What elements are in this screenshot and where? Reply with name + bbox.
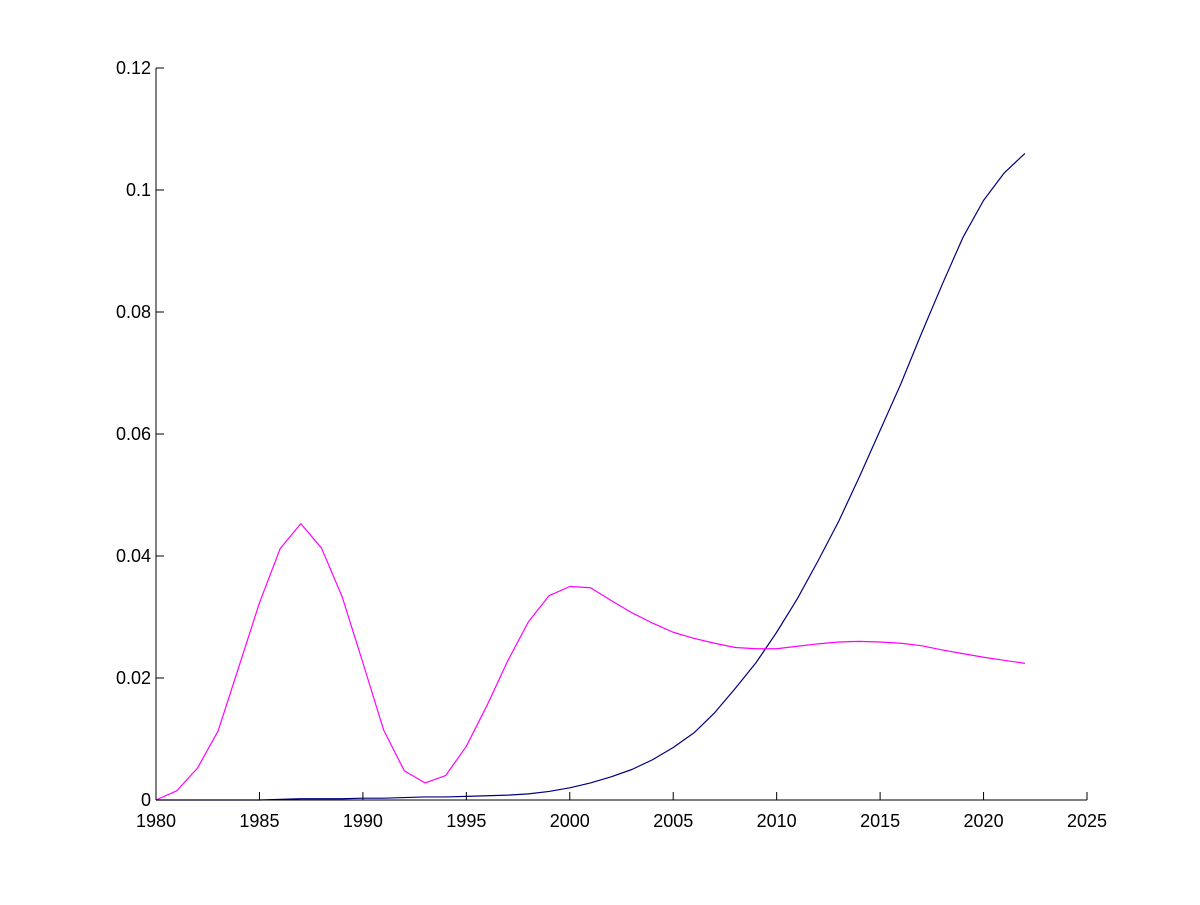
x-tick-label: 2010 [757,811,797,831]
y-tick-label: 0.1 [126,180,151,200]
series-line-2 [155,523,1026,801]
x-tick-label: 1995 [446,811,486,831]
y-axis-ticks: 0 0.02 0.04 0.06 0.08 0.1 0.12 [116,58,164,810]
series-layer [155,152,1026,801]
x-tick-label: 2020 [964,811,1004,831]
y-tick-label: 0.06 [116,424,151,444]
series-line-1 [156,152,1026,801]
y-tick-label: 0.12 [116,58,151,78]
x-axis-ticks: 1980 1985 1990 1995 2000 2005 2010 2015 2020 2025 [136,792,1107,831]
x-tick-label: 1980 [136,811,176,831]
x-tick-label: 1985 [239,811,279,831]
y-tick-label: 0 [141,790,151,810]
y-tick-label: 0.08 [116,302,151,322]
x-tick-label: 2015 [860,811,900,831]
x-tick-label: 2005 [653,811,693,831]
y-tick-label: 0.02 [116,668,151,688]
x-tick-label: 2025 [1067,811,1107,831]
y-tick-label: 0.04 [116,546,151,566]
x-tick-label: 2000 [550,811,590,831]
x-tick-label: 1990 [343,811,383,831]
